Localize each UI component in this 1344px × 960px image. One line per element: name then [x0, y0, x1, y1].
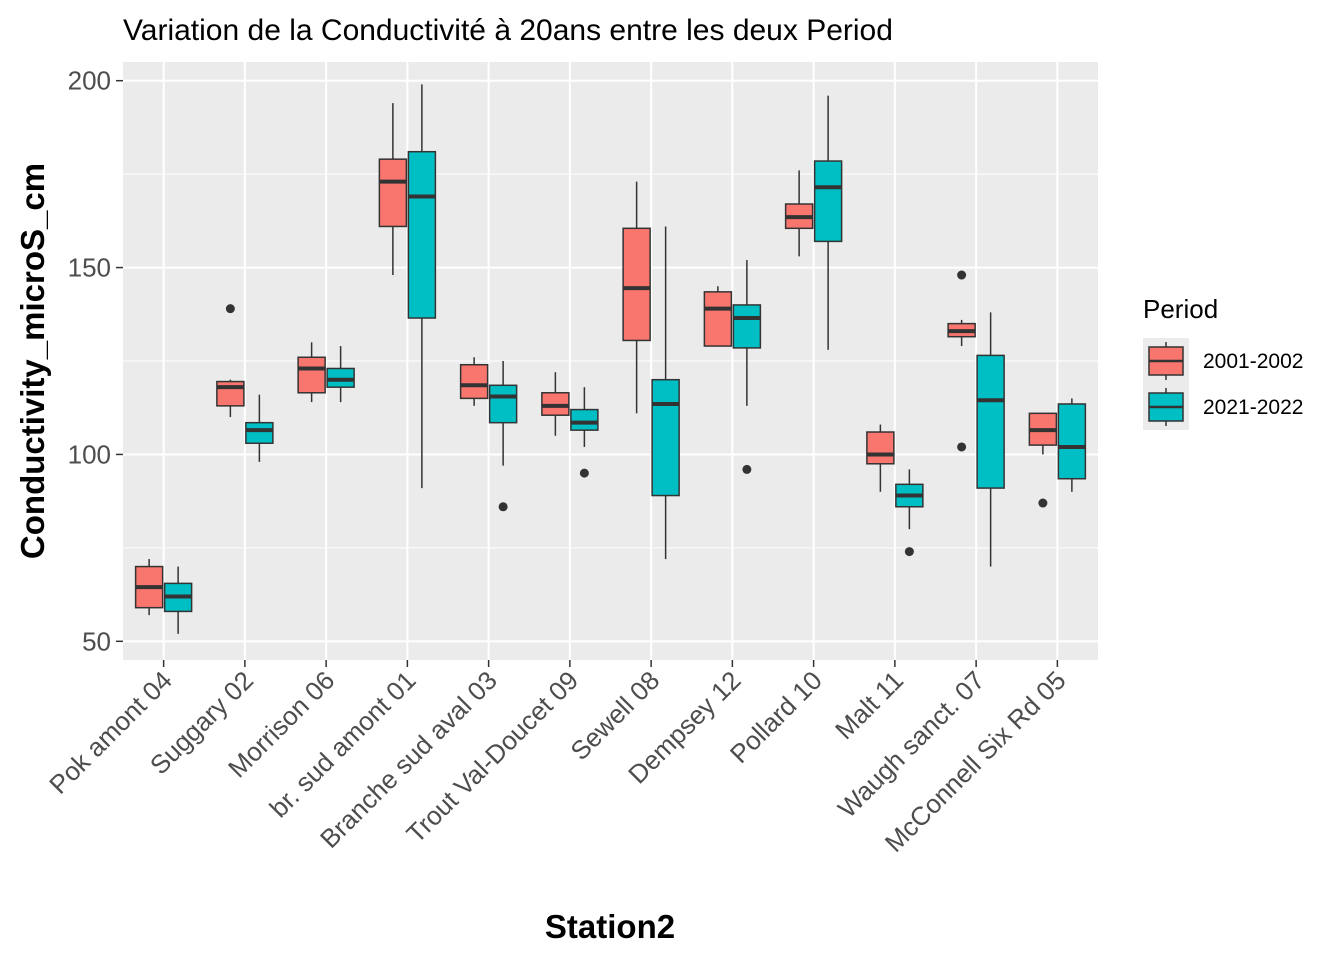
box-2001-2002-Trout Val-Doucet 09 [541, 372, 570, 436]
box-2001-2002-Dempsey 12 [703, 286, 733, 347]
legend-label: 2021-2022 [1203, 396, 1303, 419]
box-iqr [651, 378, 680, 497]
box-2001-2002-McConnell Six Rd 05 [1028, 412, 1058, 508]
box-2021-2022-Branche sud aval 03 [488, 361, 518, 512]
y-tick-label: 100 [68, 439, 111, 469]
chart-title: Variation de la Conductivité à 20ans ent… [123, 14, 893, 47]
grid-lines [123, 62, 1098, 660]
box-2021-2022-Pok amont 04 [163, 566, 193, 634]
box-iqr [407, 150, 437, 319]
box-2001-2002-Pok amont 04 [134, 559, 164, 616]
legend-label: 2001-2002 [1203, 350, 1303, 373]
box-iqr [622, 227, 651, 342]
box-iqr [488, 384, 518, 424]
box-2021-2022-Pollard 10 [813, 95, 843, 350]
box-iqr [245, 421, 274, 444]
legend-item-2001-2002: 2001-2002 [1148, 342, 1303, 380]
box-2021-2022-Trout Val-Doucet 09 [570, 387, 599, 478]
y-tick-label: 150 [68, 253, 111, 283]
x-axis-title: Station2 [545, 908, 675, 945]
box-2021-2022-br. sud amont 01 [407, 84, 437, 489]
box-2021-2022-Sewell 08 [651, 226, 680, 560]
legend-title: Period [1143, 294, 1218, 324]
box-2001-2002-Pollard 10 [784, 170, 814, 257]
box-2001-2002-Waugh sanct. 07 [947, 270, 976, 452]
x-tick-label: br. sud amont 01 [263, 665, 421, 823]
box-2001-2002-Morrison 06 [297, 342, 326, 403]
outlier-point [579, 468, 589, 478]
box-2021-2022-Dempsey 12 [732, 260, 762, 474]
outlier-point [957, 442, 967, 452]
box-2001-2002-Malt 11 [866, 424, 895, 492]
legend-item-2021-2022: 2021-2022 [1148, 388, 1303, 426]
box-2021-2022-McConnell Six Rd 05 [1057, 398, 1087, 492]
outlier-point [904, 547, 914, 557]
box-2021-2022-Suggary 02 [245, 394, 274, 462]
box-2001-2002-Sewell 08 [622, 181, 651, 414]
box-iqr [1057, 403, 1087, 480]
box-iqr [866, 431, 895, 465]
box-iqr [703, 291, 733, 347]
box-series [134, 84, 1087, 634]
box-iqr [813, 160, 843, 243]
box-2001-2002-Branche sud aval 03 [459, 357, 489, 406]
x-tick-label: Pok amont 04 [43, 665, 178, 800]
outlier-point [957, 270, 967, 280]
legend: Period 2001-2002 2021-2022 [1143, 294, 1303, 430]
y-tick-label: 50 [82, 626, 111, 656]
box-2021-2022-Morrison 06 [326, 346, 355, 403]
box-2001-2002-br. sud amont 01 [378, 103, 408, 276]
box-iqr [459, 363, 489, 400]
box-iqr [297, 356, 326, 394]
box-2021-2022-Malt 11 [895, 469, 924, 557]
outlier-point [742, 464, 752, 474]
outlier-point [225, 304, 235, 314]
x-tick-label: Waugh sanct. 07 [832, 665, 991, 824]
x-tick-label: Malt 11 [829, 665, 909, 745]
y-tick-label: 200 [68, 66, 111, 96]
box-iqr [976, 354, 1005, 489]
outlier-point [498, 502, 508, 512]
y-axis: 50 100 150 200 [68, 66, 123, 656]
box-iqr [732, 304, 762, 349]
box-2001-2002-Suggary 02 [216, 304, 245, 418]
outlier-point [1038, 498, 1048, 508]
y-axis-title: Conductivity_microS_cm [14, 163, 51, 559]
box-2021-2022-Waugh sanct. 07 [976, 312, 1005, 567]
box-iqr [378, 158, 408, 228]
box-iqr [570, 408, 599, 431]
